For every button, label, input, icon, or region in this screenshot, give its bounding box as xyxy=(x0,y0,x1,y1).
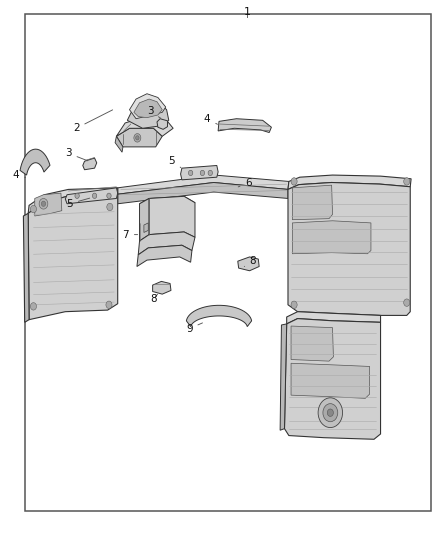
Text: 8: 8 xyxy=(244,256,256,266)
Polygon shape xyxy=(280,324,287,430)
Polygon shape xyxy=(137,245,192,266)
Text: 3: 3 xyxy=(65,148,88,161)
Polygon shape xyxy=(285,319,381,439)
Polygon shape xyxy=(292,221,371,254)
Polygon shape xyxy=(291,326,333,361)
Polygon shape xyxy=(180,165,218,180)
Circle shape xyxy=(41,201,46,206)
Polygon shape xyxy=(117,118,173,136)
Polygon shape xyxy=(187,305,251,327)
Circle shape xyxy=(291,177,297,185)
Polygon shape xyxy=(130,94,166,119)
Circle shape xyxy=(75,193,79,198)
Circle shape xyxy=(327,409,333,416)
Circle shape xyxy=(107,193,111,198)
Text: 4: 4 xyxy=(13,170,25,180)
Polygon shape xyxy=(287,312,381,324)
Polygon shape xyxy=(138,232,195,255)
Circle shape xyxy=(404,177,410,185)
Text: 4: 4 xyxy=(204,114,217,124)
Polygon shape xyxy=(20,149,50,175)
Text: 7: 7 xyxy=(122,230,138,240)
Polygon shape xyxy=(28,188,118,213)
Polygon shape xyxy=(152,281,171,294)
Polygon shape xyxy=(118,175,289,194)
Text: 5: 5 xyxy=(169,156,181,167)
Polygon shape xyxy=(35,193,62,216)
Circle shape xyxy=(291,301,297,309)
Circle shape xyxy=(136,136,139,140)
Text: 3: 3 xyxy=(147,106,161,118)
Circle shape xyxy=(208,170,212,175)
Circle shape xyxy=(39,198,48,209)
Circle shape xyxy=(92,193,97,198)
Polygon shape xyxy=(288,182,410,316)
Circle shape xyxy=(107,203,113,211)
Circle shape xyxy=(188,170,193,175)
Circle shape xyxy=(30,303,36,310)
Circle shape xyxy=(30,205,36,213)
Text: 1: 1 xyxy=(244,7,251,18)
Polygon shape xyxy=(134,99,162,118)
Polygon shape xyxy=(127,99,169,128)
Polygon shape xyxy=(83,158,97,169)
Polygon shape xyxy=(115,136,123,152)
Text: 5: 5 xyxy=(67,198,90,209)
Polygon shape xyxy=(144,223,148,232)
Circle shape xyxy=(318,398,343,427)
Polygon shape xyxy=(65,188,118,204)
Circle shape xyxy=(200,170,205,175)
Circle shape xyxy=(404,299,410,306)
Circle shape xyxy=(323,403,338,422)
Polygon shape xyxy=(218,119,272,133)
Polygon shape xyxy=(291,364,370,398)
Text: 2: 2 xyxy=(73,110,113,133)
Polygon shape xyxy=(140,198,149,241)
Polygon shape xyxy=(149,196,195,237)
Polygon shape xyxy=(292,185,332,220)
Polygon shape xyxy=(28,194,118,320)
Text: 9: 9 xyxy=(186,323,202,334)
Polygon shape xyxy=(238,257,259,271)
Polygon shape xyxy=(140,196,195,211)
Polygon shape xyxy=(118,182,288,204)
Polygon shape xyxy=(157,119,167,130)
Polygon shape xyxy=(117,128,162,147)
Polygon shape xyxy=(288,175,411,189)
Circle shape xyxy=(134,134,141,142)
Text: 6: 6 xyxy=(238,178,252,188)
Polygon shape xyxy=(23,213,29,322)
Text: 8: 8 xyxy=(150,294,158,304)
Circle shape xyxy=(106,301,112,309)
